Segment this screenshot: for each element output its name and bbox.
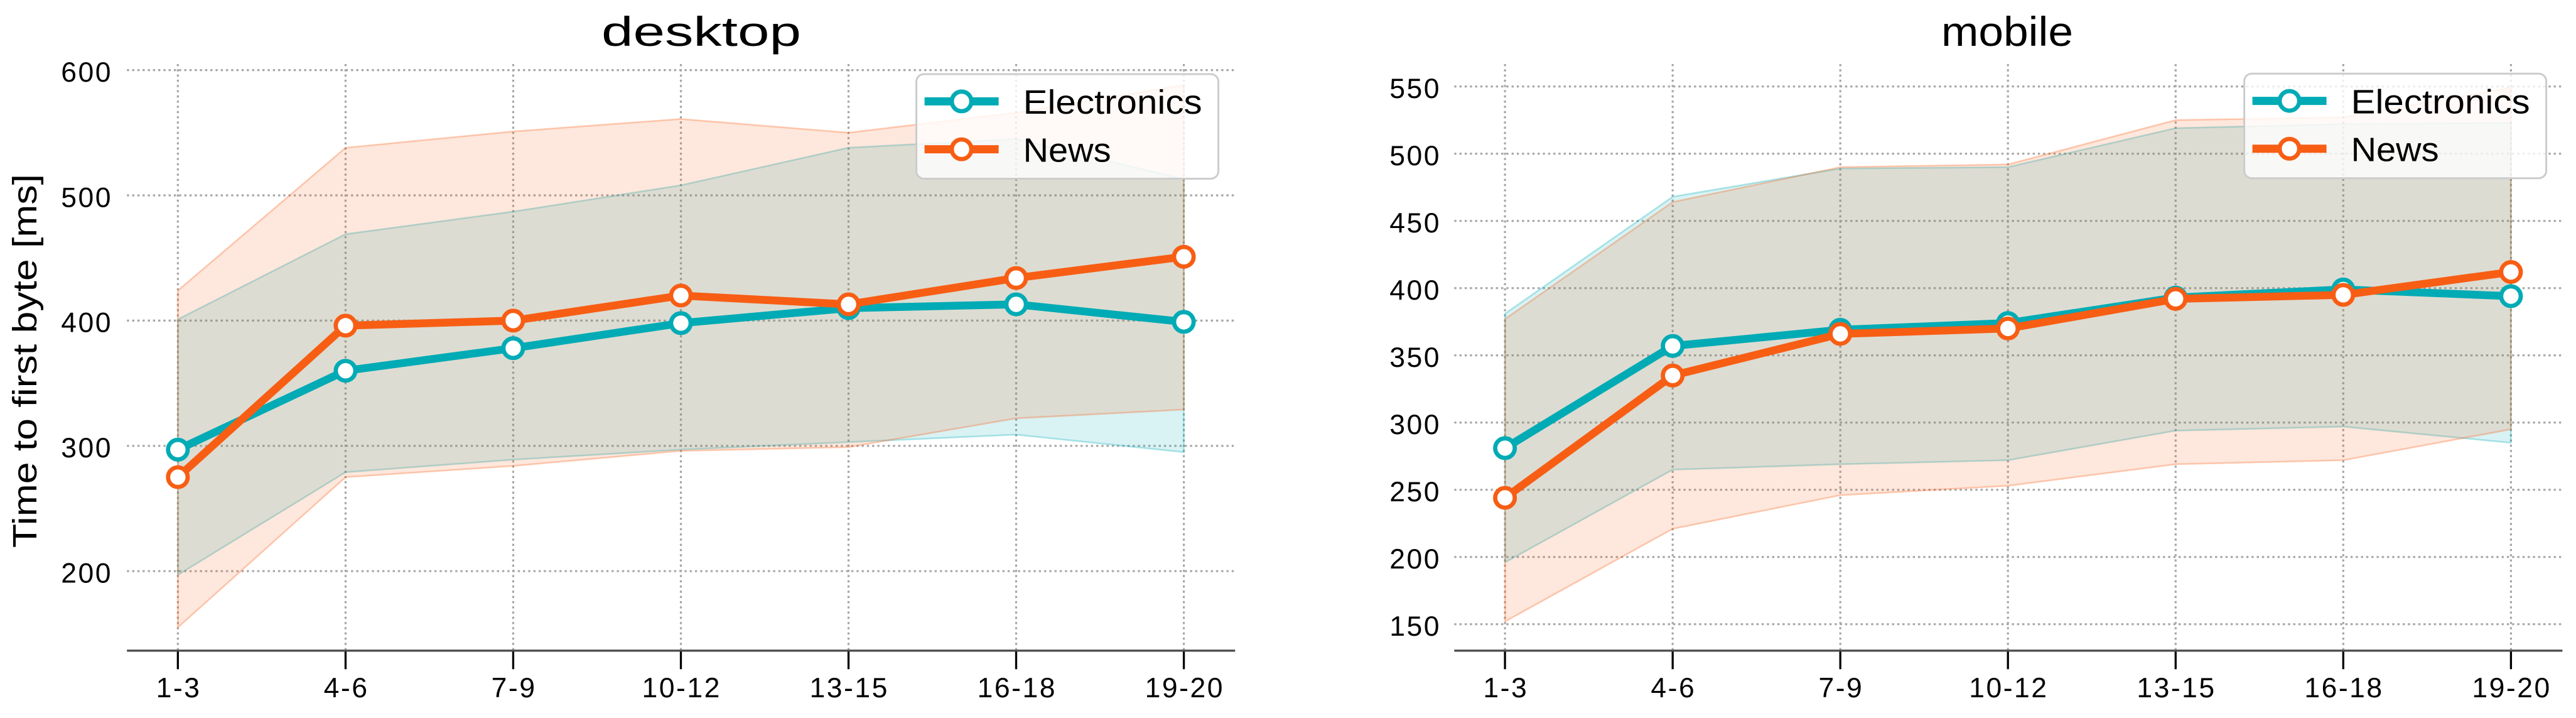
svg-text:200: 200: [61, 558, 112, 589]
svg-text:16-18: 16-18: [978, 673, 1057, 704]
svg-text:Electronics: Electronics: [2351, 83, 2530, 121]
svg-text:News: News: [1023, 131, 1111, 169]
svg-text:7-9: 7-9: [492, 673, 537, 704]
svg-text:13-15: 13-15: [2137, 673, 2216, 704]
svg-text:16-18: 16-18: [2304, 673, 2383, 704]
svg-text:7-9: 7-9: [1818, 673, 1863, 704]
svg-text:10-12: 10-12: [1969, 673, 2048, 704]
svg-text:350: 350: [1389, 342, 1441, 373]
svg-text:150: 150: [1389, 611, 1441, 642]
svg-text:550: 550: [1389, 73, 1441, 104]
svg-text:desktop: desktop: [601, 8, 801, 55]
svg-text:1-3: 1-3: [156, 673, 202, 704]
svg-text:400: 400: [1389, 275, 1441, 306]
svg-text:600: 600: [61, 57, 112, 88]
svg-text:mobile: mobile: [1941, 8, 2073, 55]
svg-text:300: 300: [61, 433, 112, 464]
svg-text:200: 200: [1389, 544, 1441, 575]
svg-text:19-20: 19-20: [1145, 673, 1224, 704]
svg-text:19-20: 19-20: [2472, 673, 2551, 704]
svg-text:13-15: 13-15: [810, 673, 889, 704]
svg-text:News: News: [2351, 131, 2439, 169]
svg-text:500: 500: [1389, 141, 1441, 171]
svg-text:4-6: 4-6: [324, 673, 369, 704]
svg-text:Electronics: Electronics: [1023, 84, 1202, 121]
svg-text:4-6: 4-6: [1651, 673, 1696, 704]
svg-text:400: 400: [61, 308, 112, 339]
svg-text:250: 250: [1389, 477, 1441, 508]
svg-text:1-3: 1-3: [1483, 673, 1528, 704]
svg-text:Time to first byte [ms]: Time to first byte [ms]: [6, 174, 44, 548]
svg-text:450: 450: [1389, 208, 1441, 239]
svg-text:300: 300: [1389, 410, 1441, 440]
svg-text:500: 500: [61, 182, 112, 213]
svg-text:10-12: 10-12: [642, 673, 721, 704]
